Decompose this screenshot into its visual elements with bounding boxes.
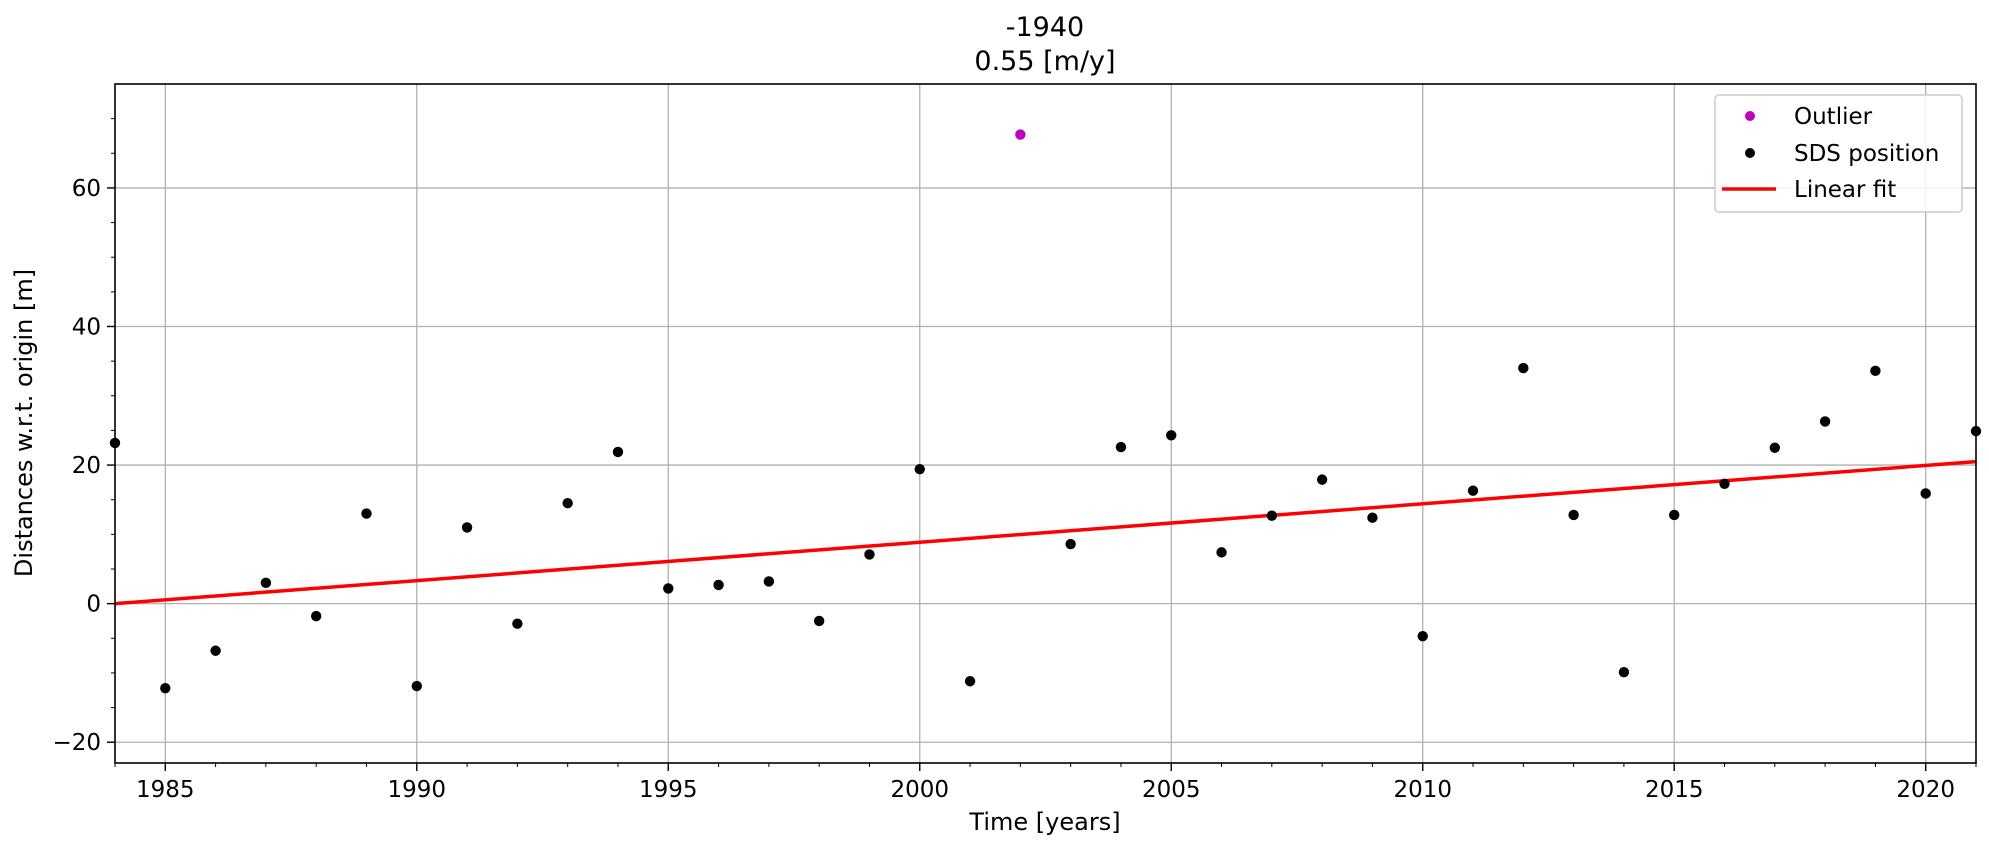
sds-point [1920, 488, 1931, 499]
sds-point [813, 615, 825, 627]
chart-title-subtitle: 0.55 [m/y] [974, 46, 1115, 77]
sds-point [210, 645, 221, 656]
y-tick-label: 0 [86, 592, 101, 618]
y-tick-label: 20 [72, 453, 101, 479]
sds-point [1417, 631, 1428, 642]
sds-point [1166, 430, 1177, 441]
sds-point [1769, 442, 1781, 453]
sds-point [1719, 478, 1730, 489]
sds-point [1669, 509, 1680, 521]
sds-point [1216, 547, 1227, 558]
sds-point [864, 549, 875, 560]
sds-point [1115, 441, 1127, 453]
sds-point [1518, 362, 1529, 374]
x-tick-label: 2020 [1896, 777, 1955, 803]
legend-sds-label: SDS position [1794, 141, 1939, 167]
sds-point [964, 676, 976, 687]
sds-point [361, 508, 372, 519]
sds-point [1316, 474, 1328, 485]
x-tick-label: 2005 [1142, 777, 1201, 803]
grid-lines [115, 84, 1976, 763]
sds-point [1467, 485, 1479, 496]
linear-fit-layer [114, 459, 1977, 606]
legend: Outlier SDS position Linear fit [1714, 94, 1963, 213]
sds-point [1870, 365, 1881, 377]
x-tick-label: 2010 [1393, 777, 1452, 803]
y-axis-label: Distances w.r.t. origin [m] [10, 269, 38, 577]
sds-point [1568, 509, 1579, 521]
sds-point [1065, 538, 1076, 550]
sds-point [1819, 416, 1831, 427]
y-tick-label: 40 [72, 315, 101, 341]
sds-point [411, 680, 422, 692]
sds-point [461, 522, 473, 533]
legend-outlier-marker [1745, 111, 1755, 121]
sds-point [914, 464, 925, 475]
chart-title-line-1: -1940 [1006, 12, 1084, 43]
sds-point [1266, 510, 1278, 521]
x-tick-label: 1995 [639, 777, 698, 803]
data-points [109, 129, 1982, 694]
sds-point [160, 682, 171, 694]
sds-point [763, 576, 775, 587]
legend-outlier-label: Outlier [1794, 104, 1873, 130]
x-tick-label: 1990 [388, 777, 447, 803]
y-tick-label: −20 [52, 730, 101, 756]
plot-area-frame [114, 83, 1977, 764]
outlier-point [1015, 129, 1026, 140]
linear-fit-line [114, 459, 1977, 606]
sds-point [1367, 512, 1378, 523]
legend-sds-marker [1745, 148, 1755, 158]
axis-ticks: 1985 1990 1995 2000 2005 2010 2015 2020 −20 0 20 40… [52, 118, 1977, 803]
x-tick-label: 2015 [1645, 777, 1704, 803]
sds-point [260, 577, 272, 589]
sds-point [310, 610, 322, 622]
sds-point [1618, 667, 1630, 678]
sds-point [512, 618, 523, 629]
x-axis-label: Time [years] [968, 808, 1120, 836]
sds-point [713, 579, 724, 591]
sds-point [663, 583, 674, 594]
sds-point [562, 497, 573, 509]
sds-point [612, 446, 624, 458]
legend-fit-label: Linear fit [1794, 177, 1896, 203]
x-tick-label: 2000 [890, 777, 949, 803]
x-tick-label: 1985 [136, 777, 195, 803]
legend-box [1714, 94, 1963, 213]
y-tick-label: 60 [72, 176, 101, 202]
